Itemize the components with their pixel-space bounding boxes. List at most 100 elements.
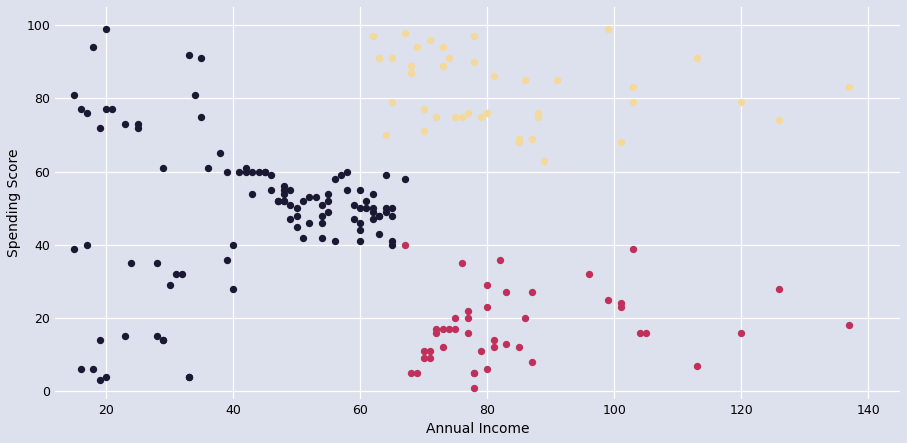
Point	[435, 44, 450, 51]
Point	[321, 190, 336, 197]
Point	[366, 216, 380, 223]
Point	[277, 198, 291, 205]
Point	[359, 198, 374, 205]
Point	[334, 172, 348, 179]
Point	[277, 187, 291, 194]
Point	[277, 183, 291, 190]
Point	[626, 84, 640, 91]
Point	[346, 201, 361, 208]
Point	[842, 322, 856, 329]
Point	[524, 135, 539, 142]
Point	[372, 212, 386, 219]
Point	[162, 282, 177, 289]
Point	[442, 54, 456, 62]
Point	[308, 194, 323, 201]
Point	[366, 33, 380, 40]
Point	[486, 344, 501, 351]
Point	[99, 106, 113, 113]
Point	[315, 201, 329, 208]
Point	[86, 366, 101, 373]
Point	[239, 164, 253, 171]
Point	[340, 187, 355, 194]
Point	[277, 198, 291, 205]
Point	[340, 168, 355, 175]
Point	[289, 223, 304, 230]
Point	[626, 245, 640, 252]
Point	[302, 219, 317, 226]
Point	[454, 260, 469, 267]
Point	[219, 256, 234, 263]
Point	[327, 175, 342, 183]
Point	[131, 124, 145, 131]
Point	[372, 230, 386, 237]
Point	[531, 113, 545, 120]
Point	[467, 369, 482, 377]
Point	[296, 234, 310, 241]
Point	[169, 271, 183, 278]
Point	[512, 139, 526, 146]
Point	[493, 256, 507, 263]
Point	[124, 260, 139, 267]
Point	[181, 373, 196, 380]
Point	[385, 212, 399, 219]
Point	[277, 190, 291, 197]
Point	[416, 355, 431, 362]
Point	[67, 91, 82, 98]
Point	[366, 205, 380, 212]
Point	[499, 289, 513, 296]
Y-axis label: Spending Score: Spending Score	[7, 148, 21, 257]
Point	[366, 190, 380, 197]
Point	[194, 54, 209, 62]
Point	[118, 120, 132, 128]
Point	[473, 113, 488, 120]
Point	[73, 366, 88, 373]
Point	[150, 333, 164, 340]
Point	[289, 212, 304, 219]
Point	[550, 77, 564, 84]
Point	[73, 106, 88, 113]
Point	[467, 384, 482, 391]
Point	[232, 168, 247, 175]
Point	[429, 326, 444, 333]
Point	[416, 128, 431, 135]
Point	[353, 219, 367, 226]
Point	[734, 99, 748, 106]
Point	[258, 168, 272, 175]
Point	[385, 205, 399, 212]
Point	[448, 315, 463, 322]
Point	[397, 175, 412, 183]
X-axis label: Annual Income: Annual Income	[426, 422, 530, 436]
Point	[264, 187, 278, 194]
Point	[359, 205, 374, 212]
Point	[461, 109, 475, 117]
Point	[321, 198, 336, 205]
Point	[213, 150, 228, 157]
Point	[372, 54, 386, 62]
Point	[435, 344, 450, 351]
Point	[531, 109, 545, 117]
Point	[258, 168, 272, 175]
Point	[423, 355, 437, 362]
Point	[404, 62, 418, 69]
Point	[734, 329, 748, 336]
Point	[353, 227, 367, 234]
Point	[524, 289, 539, 296]
Point	[461, 329, 475, 336]
Point	[378, 208, 393, 215]
Point	[581, 271, 596, 278]
Point	[156, 337, 171, 344]
Point	[150, 260, 164, 267]
Point	[429, 329, 444, 336]
Point	[385, 99, 399, 106]
Point	[385, 54, 399, 62]
Point	[435, 62, 450, 69]
Point	[524, 358, 539, 365]
Point	[473, 347, 488, 354]
Point	[448, 113, 463, 120]
Point	[467, 369, 482, 377]
Point	[245, 190, 259, 197]
Point	[283, 216, 297, 223]
Point	[613, 300, 628, 307]
Point	[486, 337, 501, 344]
Point	[442, 326, 456, 333]
